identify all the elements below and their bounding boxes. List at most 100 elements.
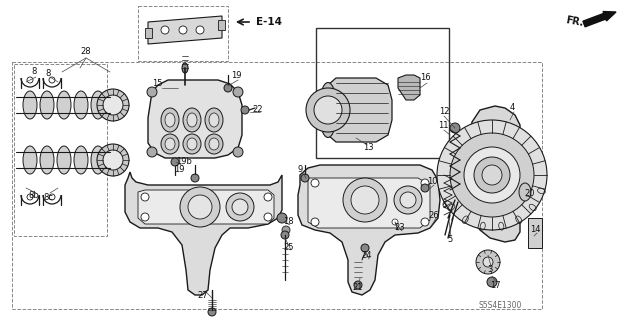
- Text: 12: 12: [439, 108, 449, 116]
- Circle shape: [354, 281, 362, 289]
- Text: 6: 6: [442, 201, 447, 210]
- Circle shape: [281, 231, 289, 239]
- Ellipse shape: [187, 138, 197, 150]
- Polygon shape: [218, 20, 225, 30]
- Ellipse shape: [23, 91, 37, 119]
- Ellipse shape: [322, 91, 334, 129]
- Circle shape: [232, 199, 248, 215]
- Text: 20: 20: [525, 189, 535, 198]
- Polygon shape: [328, 78, 392, 142]
- Circle shape: [314, 96, 342, 124]
- Bar: [316, 28, 449, 158]
- Text: 15: 15: [152, 78, 163, 87]
- Ellipse shape: [205, 134, 223, 154]
- Ellipse shape: [57, 91, 71, 119]
- Ellipse shape: [161, 134, 179, 154]
- Circle shape: [487, 277, 497, 287]
- Text: 9: 9: [298, 165, 303, 174]
- Text: 3: 3: [487, 265, 493, 275]
- Text: 19b: 19b: [176, 158, 192, 167]
- Circle shape: [282, 226, 290, 234]
- Text: 10: 10: [427, 177, 437, 187]
- Circle shape: [103, 150, 123, 170]
- Ellipse shape: [40, 146, 54, 174]
- Ellipse shape: [91, 91, 105, 119]
- Ellipse shape: [165, 113, 175, 127]
- Circle shape: [394, 186, 422, 214]
- Ellipse shape: [91, 146, 105, 174]
- Circle shape: [400, 192, 416, 208]
- Text: 13: 13: [363, 144, 373, 152]
- Ellipse shape: [205, 108, 223, 132]
- Ellipse shape: [165, 138, 175, 150]
- Circle shape: [241, 106, 249, 114]
- Circle shape: [97, 89, 129, 121]
- Text: 14: 14: [530, 226, 540, 234]
- Circle shape: [311, 179, 319, 187]
- Ellipse shape: [519, 183, 531, 201]
- Circle shape: [264, 213, 272, 221]
- Text: 19: 19: [173, 165, 184, 174]
- Ellipse shape: [183, 134, 201, 154]
- Circle shape: [103, 95, 123, 115]
- Circle shape: [306, 88, 350, 132]
- Polygon shape: [308, 178, 430, 228]
- Circle shape: [464, 147, 520, 203]
- Ellipse shape: [57, 146, 71, 174]
- Text: 24: 24: [362, 251, 372, 261]
- Text: E-14: E-14: [256, 17, 282, 27]
- Circle shape: [147, 147, 157, 157]
- Circle shape: [49, 194, 55, 200]
- Polygon shape: [148, 80, 242, 158]
- Circle shape: [226, 193, 254, 221]
- Text: 16: 16: [420, 73, 430, 83]
- Circle shape: [437, 120, 547, 230]
- Ellipse shape: [187, 113, 197, 127]
- Bar: [14, 64, 107, 236]
- Polygon shape: [125, 172, 282, 295]
- Circle shape: [208, 308, 216, 316]
- Circle shape: [264, 193, 272, 201]
- Polygon shape: [145, 28, 152, 38]
- Ellipse shape: [161, 108, 179, 132]
- Text: 23: 23: [395, 224, 405, 233]
- Text: 11: 11: [438, 122, 448, 130]
- Circle shape: [97, 144, 129, 176]
- Polygon shape: [148, 16, 222, 44]
- Circle shape: [233, 147, 243, 157]
- Ellipse shape: [182, 63, 188, 73]
- Circle shape: [351, 186, 379, 214]
- Text: 8: 8: [31, 68, 36, 77]
- Polygon shape: [468, 106, 520, 242]
- Ellipse shape: [209, 113, 219, 127]
- Text: 17: 17: [490, 280, 500, 290]
- Circle shape: [27, 194, 33, 200]
- Circle shape: [474, 157, 510, 193]
- Circle shape: [141, 213, 149, 221]
- Text: 28: 28: [81, 48, 92, 56]
- Text: 22: 22: [253, 105, 263, 114]
- Bar: [138, 6, 228, 61]
- Polygon shape: [138, 190, 274, 224]
- Ellipse shape: [209, 138, 219, 150]
- Text: FR.: FR.: [565, 16, 584, 28]
- Text: 27: 27: [198, 292, 208, 300]
- Text: 4: 4: [509, 103, 515, 113]
- Circle shape: [450, 123, 460, 133]
- Text: 19: 19: [231, 70, 241, 79]
- Circle shape: [191, 174, 199, 182]
- Circle shape: [311, 218, 319, 226]
- Ellipse shape: [183, 108, 201, 132]
- Ellipse shape: [40, 91, 54, 119]
- Text: 8b: 8b: [29, 191, 40, 201]
- Circle shape: [233, 87, 243, 97]
- Text: 5: 5: [447, 235, 452, 244]
- Text: 18: 18: [283, 218, 293, 226]
- Circle shape: [179, 26, 187, 34]
- Text: 25: 25: [284, 243, 294, 253]
- Circle shape: [421, 179, 429, 187]
- Circle shape: [392, 219, 398, 225]
- Circle shape: [49, 77, 55, 83]
- Ellipse shape: [23, 146, 37, 174]
- Circle shape: [180, 187, 220, 227]
